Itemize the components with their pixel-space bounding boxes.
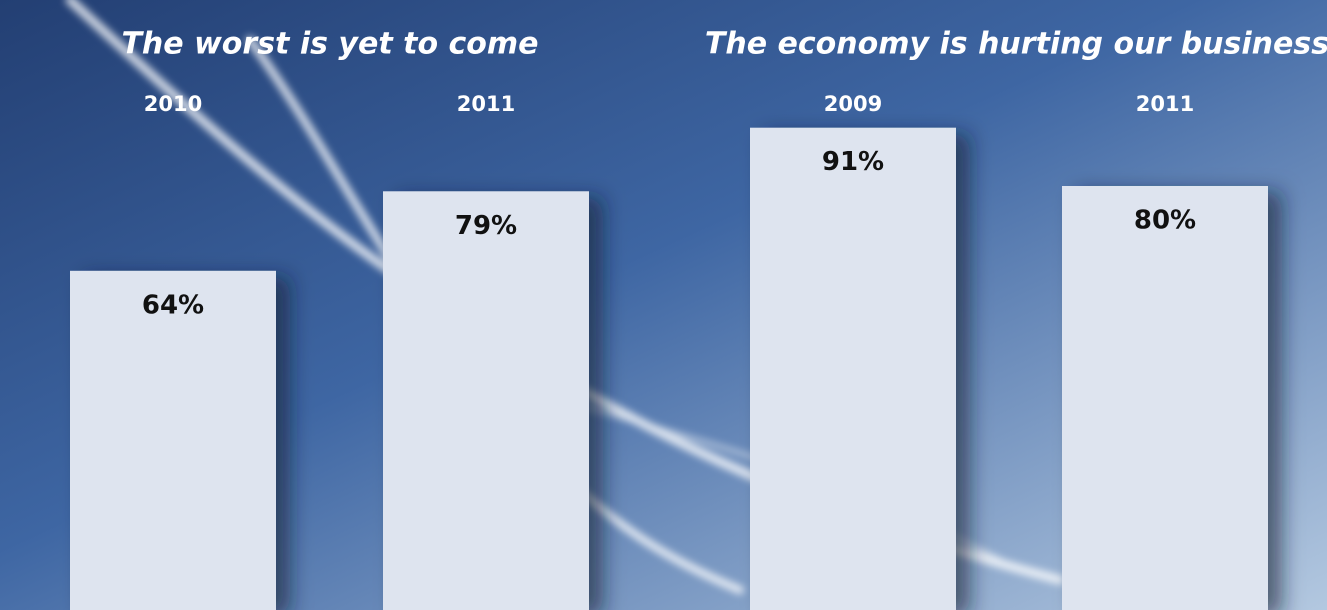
- category-label: 2011: [457, 92, 515, 116]
- bar: [1062, 186, 1268, 610]
- chart-title: The worst is yet to come: [121, 27, 538, 62]
- value-label: 79%: [455, 211, 517, 241]
- category-label: 2010: [144, 92, 202, 116]
- value-label: 80%: [1134, 206, 1196, 236]
- plot: The worst is yet to come 2010 64% 2011 79% Th…: [70, 27, 1327, 610]
- chart-title: The economy is hurting our business: [705, 27, 1327, 62]
- bar: [750, 127, 956, 610]
- value-label: 64%: [142, 290, 204, 320]
- value-label: 91%: [822, 147, 884, 177]
- bar: [383, 191, 589, 610]
- category-label: 2009: [824, 92, 882, 116]
- category-label: 2011: [1136, 92, 1194, 116]
- bar: [70, 270, 276, 610]
